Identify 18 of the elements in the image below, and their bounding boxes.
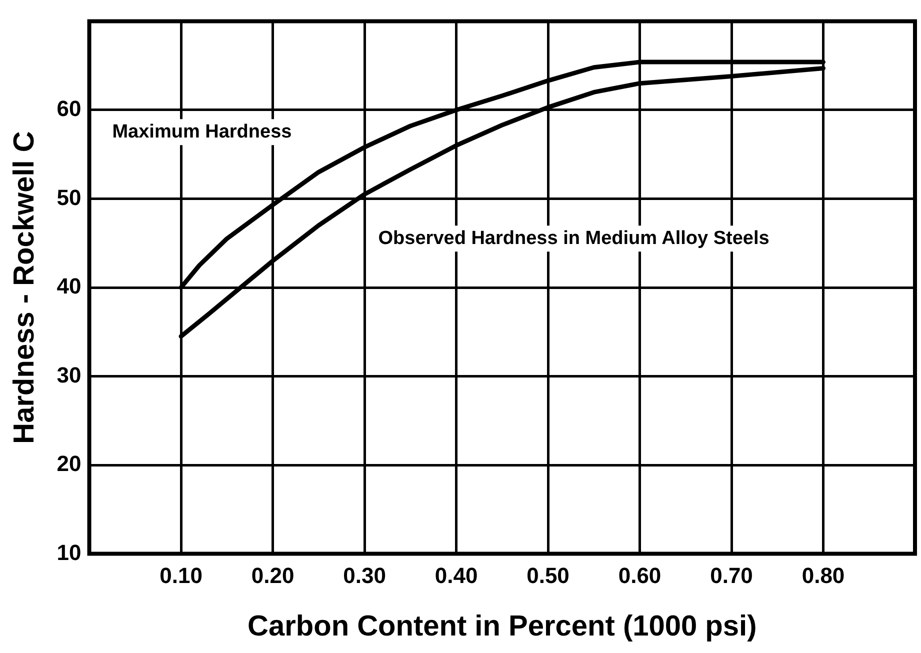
y-tick-label: 40 [56, 274, 82, 299]
x-tick-label: 0.20 [251, 563, 294, 588]
y-axis-title: Hardness - Rockwell C [8, 131, 40, 444]
x-tick-label: 0.30 [343, 563, 386, 588]
x-tick-label: 0.60 [618, 563, 662, 588]
y-tick-label: 50 [56, 184, 82, 210]
series-label: Observed Hardness in Medium Alloy Steels [378, 228, 770, 249]
y-tick-label: 10 [56, 540, 82, 565]
x-tick-label: 0.40 [434, 563, 478, 588]
y-tick-label: 60 [56, 96, 82, 122]
x-axis-title: Carbon Content in Percent (1000 psi) [248, 610, 757, 643]
text: Maximum Hardness [112, 121, 292, 142]
y-tick-label: 30 [56, 362, 82, 388]
y-tick-label: 20 [56, 451, 82, 476]
x-tick-label: 0.80 [802, 563, 845, 588]
x-tick-label: 0.50 [526, 563, 570, 588]
x-tick-label: 0.70 [710, 563, 753, 588]
x-tick-label: 0.10 [160, 563, 202, 588]
